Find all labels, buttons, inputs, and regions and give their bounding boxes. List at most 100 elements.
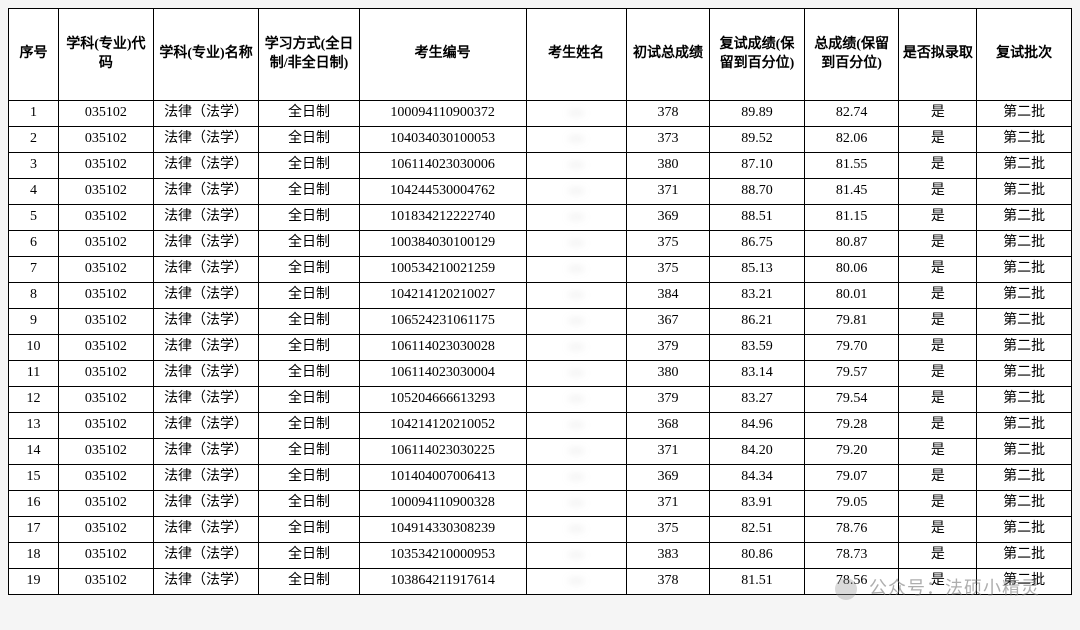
cell-code: 035102 <box>59 543 154 569</box>
cell-cand_id: 104214120210027 <box>359 283 526 309</box>
cell-seq: 8 <box>9 283 59 309</box>
cell-cand_name: — <box>526 179 626 205</box>
cell-admit: 是 <box>899 153 977 179</box>
cell-mode: 全日制 <box>259 439 359 465</box>
table-row: 11035102法律（法学）全日制106114023030004—38083.1… <box>9 361 1072 387</box>
cell-mode: 全日制 <box>259 491 359 517</box>
header-score2: 复试成绩(保留到百分位) <box>710 9 805 101</box>
cell-cand_id: 103864211917614 <box>359 569 526 595</box>
cell-cand_id: 106524231061175 <box>359 309 526 335</box>
cell-batch: 第二批 <box>977 569 1072 595</box>
cell-score2: 81.51 <box>710 569 805 595</box>
cell-score2: 88.51 <box>710 205 805 231</box>
header-mode: 学习方式(全日制/非全日制) <box>259 9 359 101</box>
cell-score1: 379 <box>626 387 709 413</box>
cell-seq: 5 <box>9 205 59 231</box>
cell-mode: 全日制 <box>259 569 359 595</box>
cell-major: 法律（法学） <box>153 257 259 283</box>
cell-cand_name: — <box>526 543 626 569</box>
cell-mode: 全日制 <box>259 179 359 205</box>
cell-code: 035102 <box>59 491 154 517</box>
cell-score1: 367 <box>626 309 709 335</box>
cell-score3: 81.45 <box>804 179 899 205</box>
cell-mode: 全日制 <box>259 257 359 283</box>
cell-score2: 83.27 <box>710 387 805 413</box>
table-row: 13035102法律（法学）全日制104214120210052—36884.9… <box>9 413 1072 439</box>
cell-batch: 第二批 <box>977 101 1072 127</box>
cell-seq: 13 <box>9 413 59 439</box>
cell-score2: 80.86 <box>710 543 805 569</box>
cell-score2: 85.13 <box>710 257 805 283</box>
cell-score1: 368 <box>626 413 709 439</box>
cell-batch: 第二批 <box>977 127 1072 153</box>
cell-cand_name: — <box>526 361 626 387</box>
cell-major: 法律（法学） <box>153 361 259 387</box>
cell-major: 法律（法学） <box>153 491 259 517</box>
cell-score3: 80.06 <box>804 257 899 283</box>
cell-score3: 79.70 <box>804 335 899 361</box>
cell-score1: 384 <box>626 283 709 309</box>
cell-cand_name: — <box>526 335 626 361</box>
cell-batch: 第二批 <box>977 153 1072 179</box>
cell-score3: 81.55 <box>804 153 899 179</box>
cell-mode: 全日制 <box>259 205 359 231</box>
cell-score1: 378 <box>626 101 709 127</box>
cell-admit: 是 <box>899 491 977 517</box>
cell-score2: 89.52 <box>710 127 805 153</box>
cell-code: 035102 <box>59 387 154 413</box>
cell-code: 035102 <box>59 231 154 257</box>
cell-score2: 88.70 <box>710 179 805 205</box>
cell-cand_name: — <box>526 517 626 543</box>
cell-major: 法律（法学） <box>153 413 259 439</box>
cell-batch: 第二批 <box>977 439 1072 465</box>
cell-score1: 369 <box>626 465 709 491</box>
cell-score2: 83.91 <box>710 491 805 517</box>
cell-major: 法律（法学） <box>153 387 259 413</box>
cell-code: 035102 <box>59 205 154 231</box>
cell-batch: 第二批 <box>977 465 1072 491</box>
cell-mode: 全日制 <box>259 387 359 413</box>
cell-major: 法律（法学） <box>153 127 259 153</box>
cell-cand_id: 100534210021259 <box>359 257 526 283</box>
cell-major: 法律（法学） <box>153 439 259 465</box>
cell-score1: 369 <box>626 205 709 231</box>
cell-score2: 84.34 <box>710 465 805 491</box>
cell-cand_id: 106114023030028 <box>359 335 526 361</box>
cell-score3: 82.74 <box>804 101 899 127</box>
cell-major: 法律（法学） <box>153 283 259 309</box>
cell-admit: 是 <box>899 413 977 439</box>
cell-batch: 第二批 <box>977 179 1072 205</box>
cell-cand_id: 103534210000953 <box>359 543 526 569</box>
cell-admit: 是 <box>899 309 977 335</box>
table-row: 8035102法律（法学）全日制104214120210027—38483.21… <box>9 283 1072 309</box>
cell-score3: 79.05 <box>804 491 899 517</box>
cell-major: 法律（法学） <box>153 101 259 127</box>
cell-code: 035102 <box>59 309 154 335</box>
cell-admit: 是 <box>899 101 977 127</box>
cell-admit: 是 <box>899 205 977 231</box>
cell-admit: 是 <box>899 569 977 595</box>
cell-seq: 14 <box>9 439 59 465</box>
cell-major: 法律（法学） <box>153 465 259 491</box>
cell-score1: 380 <box>626 361 709 387</box>
cell-seq: 10 <box>9 335 59 361</box>
cell-score3: 78.73 <box>804 543 899 569</box>
cell-code: 035102 <box>59 153 154 179</box>
admission-table: 序号学科(专业)代码学科(专业)名称学习方式(全日制/非全日制)考生编号考生姓名… <box>8 8 1072 595</box>
cell-code: 035102 <box>59 517 154 543</box>
cell-seq: 11 <box>9 361 59 387</box>
cell-mode: 全日制 <box>259 517 359 543</box>
cell-mode: 全日制 <box>259 465 359 491</box>
cell-cand_id: 101404007006413 <box>359 465 526 491</box>
cell-batch: 第二批 <box>977 491 1072 517</box>
cell-mode: 全日制 <box>259 543 359 569</box>
cell-cand_id: 106114023030004 <box>359 361 526 387</box>
cell-mode: 全日制 <box>259 101 359 127</box>
cell-score3: 79.07 <box>804 465 899 491</box>
cell-score3: 79.28 <box>804 413 899 439</box>
cell-score2: 83.21 <box>710 283 805 309</box>
cell-score1: 378 <box>626 569 709 595</box>
cell-admit: 是 <box>899 465 977 491</box>
cell-mode: 全日制 <box>259 231 359 257</box>
table-row: 4035102法律（法学）全日制104244530004762—37188.70… <box>9 179 1072 205</box>
